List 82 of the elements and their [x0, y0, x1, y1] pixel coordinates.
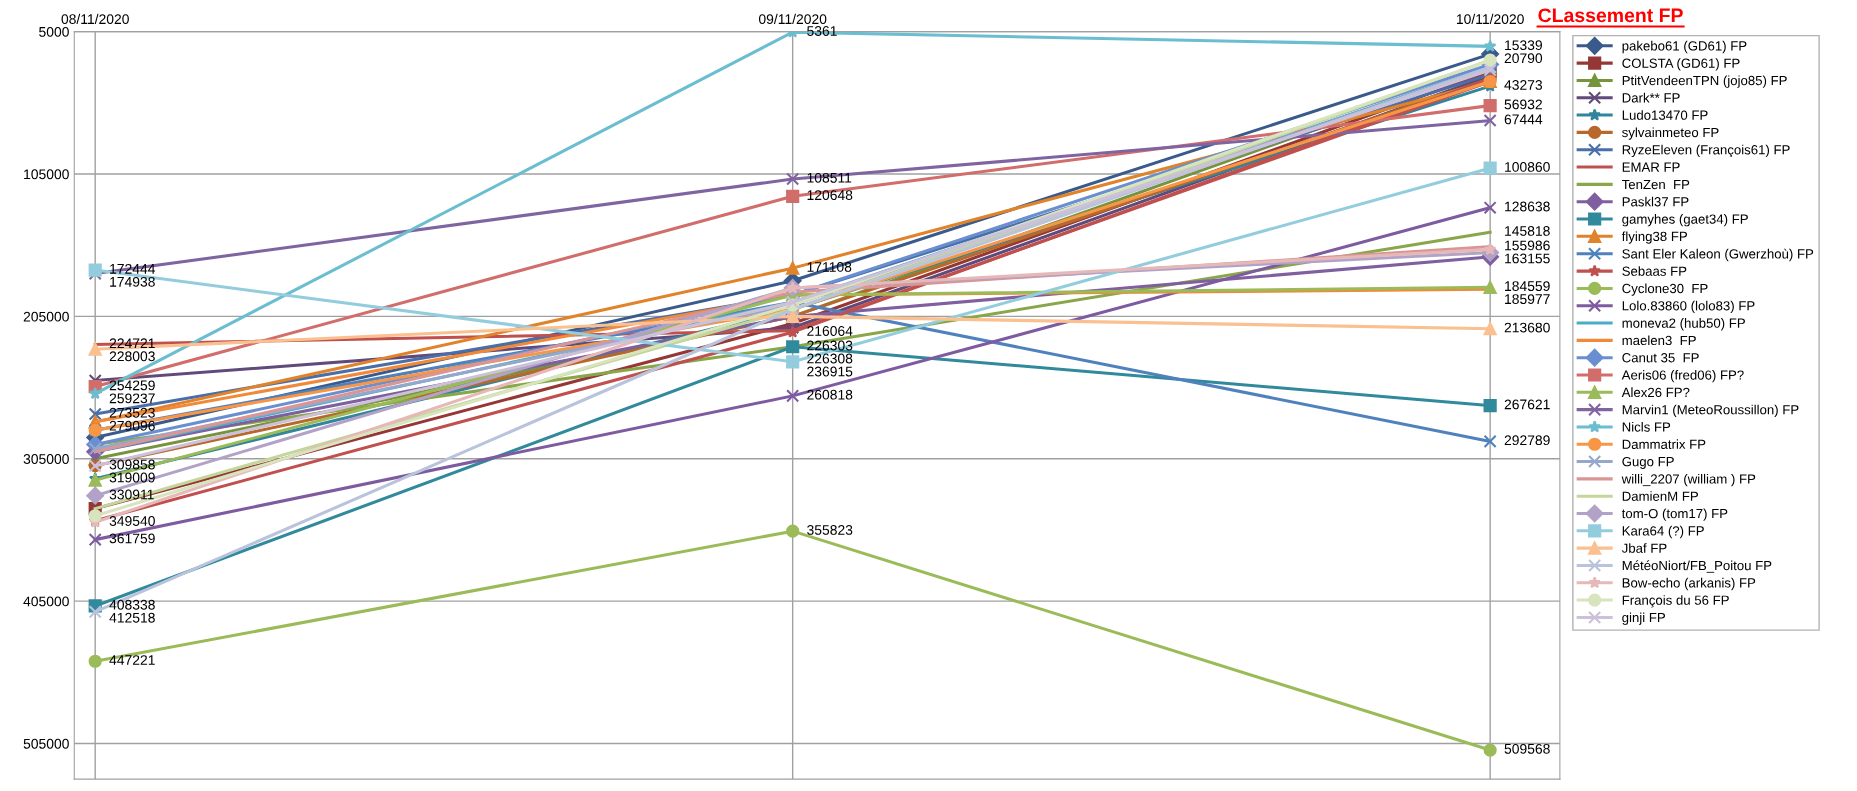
data-label: 163155: [1505, 253, 1550, 264]
data-label: 184559: [1505, 281, 1550, 292]
data-label: 412518: [109, 612, 155, 623]
data-label: 236915: [807, 366, 853, 377]
x-tick-label: 09/11/2020: [758, 13, 827, 25]
legend-label: TenZen FP: [1622, 179, 1690, 190]
legend-label: Cyclone30 FP: [1622, 283, 1708, 296]
data-label: 226308: [807, 353, 853, 364]
legend-label: Marvin1 (MeteoRoussillon) FP: [1622, 404, 1799, 417]
legend-label: François du 56 FP: [1622, 595, 1729, 608]
data-label: 56932: [1504, 99, 1542, 110]
legend-label: willi_2207 (william ) FP: [1621, 473, 1756, 487]
data-label: 330911: [109, 489, 154, 500]
legend-label: Kara64 (?) FP: [1622, 525, 1704, 539]
legend-label: Canut 35 FP: [1622, 353, 1699, 363]
legend-label: Aeris06 (fred06) FP?: [1621, 370, 1744, 383]
legend-label: Gugo FP: [1622, 456, 1674, 469]
data-label: 260818: [807, 389, 853, 400]
data-label: 292789: [1504, 435, 1550, 446]
legend-label: pakebo61 (GD61) FP: [1622, 40, 1747, 54]
data-label: 509568: [1504, 743, 1550, 754]
legend-label: maelen3 FP: [1622, 335, 1696, 346]
data-label: 185977: [1505, 294, 1550, 305]
legend-label: Dark** FP: [1622, 92, 1680, 103]
data-label: 267621: [1504, 399, 1550, 410]
data-label: 355823: [807, 525, 853, 535]
legend-label: MétéoNiort/FB_Poitou FP: [1622, 560, 1772, 573]
data-label: 319009: [109, 472, 155, 483]
x-tick-label: 10/11/2020: [1456, 13, 1524, 25]
data-label: 349540: [109, 516, 155, 526]
data-label: 128638: [1505, 201, 1550, 212]
data-label: 120648: [807, 190, 853, 201]
legend-label: Sebaas FP: [1622, 266, 1687, 276]
legend-label: sylvainmeteo FP: [1622, 127, 1719, 140]
legend-label: Paskl37 FP: [1622, 196, 1689, 207]
y-tick-label: 405000: [23, 596, 69, 607]
data-label: 361759: [109, 533, 155, 544]
y-tick-label: 505000: [23, 738, 69, 749]
legend-label: Bow-echo (arkanis) FP: [1622, 577, 1756, 591]
data-label: 15339: [1505, 40, 1542, 51]
y-tick-label: 105000: [24, 169, 69, 180]
legend-label: RyzeEleven (François61) FP: [1622, 144, 1790, 158]
data-label: 43273: [1504, 80, 1543, 90]
data-label: 213680: [1504, 322, 1550, 333]
legend-label: Dammatrix FP: [1622, 439, 1706, 449]
legend-label: Ludo13470 FP: [1622, 110, 1708, 120]
legend-label: tom-O (tom17) FP: [1621, 508, 1728, 521]
data-label: 20790: [1504, 53, 1543, 64]
data-label: 309858: [109, 459, 155, 470]
legend-label: Lolo.83860 (lolo83) FP: [1622, 300, 1755, 314]
legend-label: Jbaf FP: [1621, 543, 1667, 553]
legend-label: DamienM FP: [1622, 491, 1698, 501]
data-label: 145818: [1505, 226, 1550, 236]
legend-label: flying38 FP: [1621, 231, 1688, 244]
legend-label: Sant Eler Kaleon (Gwerzhoù) FP: [1622, 248, 1814, 262]
data-label: 174938: [110, 276, 155, 287]
legend-label: Nicls FP: [1622, 421, 1671, 432]
legend-label: moneva2 (hub50) FP: [1622, 318, 1745, 331]
data-label: 5361: [807, 26, 837, 36]
x-tick-label: 08/11/2020: [61, 13, 129, 25]
data-label: 226303: [807, 340, 853, 351]
data-label: 254259: [109, 380, 155, 391]
data-label: 172444: [110, 263, 156, 274]
legend-label: gamyhes (gaet34) FP: [1622, 214, 1748, 227]
legend-label: Alex26 FP?: [1621, 387, 1690, 398]
data-label: 408338: [109, 599, 155, 610]
text: CLassement FP: [1538, 8, 1683, 23]
data-label: 100860: [1505, 162, 1550, 172]
y-tick-label: 305000: [23, 454, 69, 464]
y-tick-label: 205000: [23, 311, 69, 322]
legend-label: EMAR FP: [1622, 162, 1680, 172]
y-tick-label: 5000: [39, 26, 69, 37]
legend-label: COLSTA (GD61) FP: [1622, 58, 1740, 71]
data-label: 447221: [109, 655, 155, 665]
data-label: 155986: [1505, 240, 1550, 251]
data-label: 259237: [109, 393, 155, 404]
legend-label: ginji FP: [1622, 612, 1665, 625]
data-label: 273523: [109, 407, 155, 418]
data-label: 67444: [1504, 114, 1543, 125]
data-label: 216064: [807, 326, 853, 336]
legend-label: PtitVendeenTPN (jojo85) FP: [1622, 75, 1787, 88]
data-label: 228003: [109, 351, 155, 362]
